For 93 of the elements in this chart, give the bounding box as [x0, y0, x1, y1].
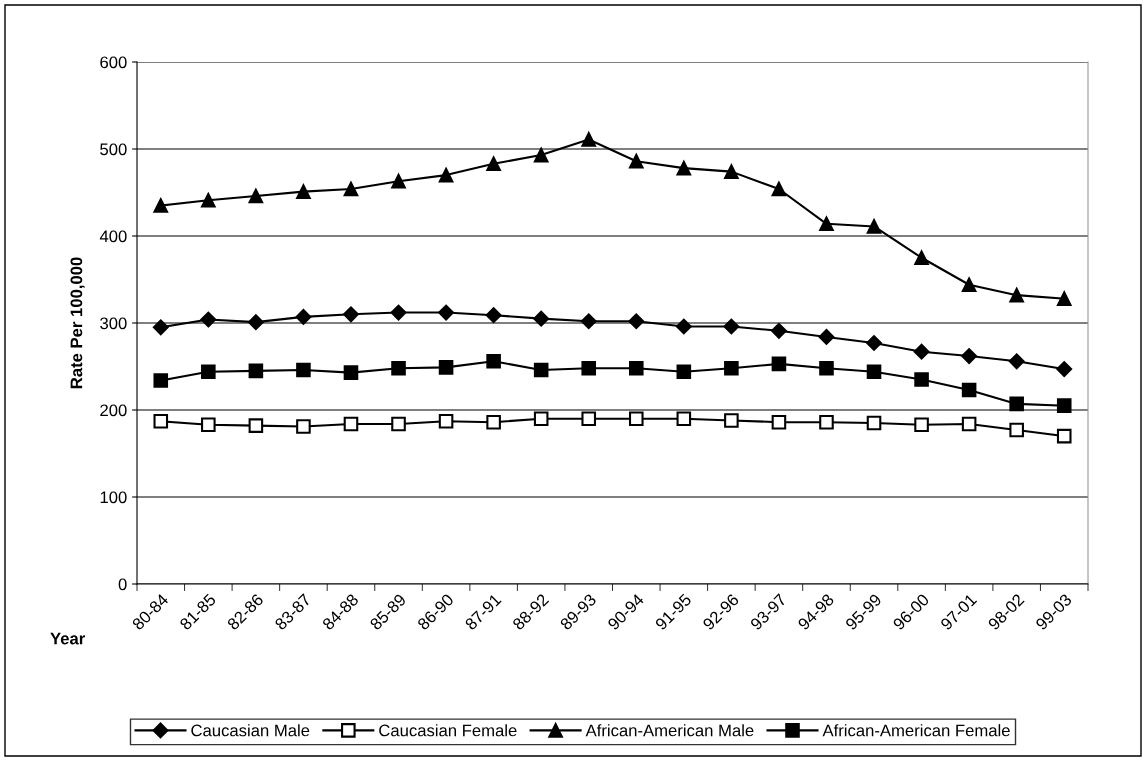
point [486, 414, 501, 430]
point [771, 322, 787, 339]
point [248, 363, 264, 379]
legend-label: African-American Female [822, 724, 1010, 737]
point [153, 414, 169, 429]
point [438, 360, 454, 375]
point [296, 184, 311, 199]
point [628, 360, 644, 376]
point [153, 198, 169, 213]
point [914, 250, 929, 266]
point [581, 132, 597, 147]
point [961, 348, 978, 364]
point [533, 147, 549, 163]
point [296, 362, 311, 378]
y-tick-label: 500 [100, 143, 127, 156]
point [961, 277, 977, 293]
point [200, 311, 217, 328]
point [866, 335, 882, 351]
y-tick-label: 400 [99, 230, 127, 243]
point [533, 411, 549, 426]
point [485, 307, 502, 324]
point [819, 414, 834, 430]
point [343, 306, 359, 323]
y-tick-label: 300 [100, 317, 127, 330]
point [675, 318, 692, 335]
point [153, 373, 169, 388]
point [248, 188, 264, 204]
point [628, 153, 644, 169]
legend-label: Caucasian Male [191, 724, 310, 737]
point [676, 411, 692, 426]
point [201, 193, 216, 208]
legend-label: African-American Male [585, 724, 754, 737]
point [771, 414, 787, 430]
point [1009, 287, 1024, 303]
point [391, 360, 406, 376]
point [486, 156, 501, 172]
point [391, 173, 406, 189]
point [343, 181, 359, 197]
point [676, 160, 692, 176]
point [676, 364, 692, 380]
point [1056, 398, 1072, 413]
point [533, 362, 549, 378]
point [486, 353, 501, 369]
point [1008, 353, 1025, 370]
point [438, 304, 454, 321]
point [771, 181, 787, 197]
point [201, 364, 216, 380]
point [581, 411, 597, 426]
point [1009, 422, 1024, 438]
point [866, 415, 882, 431]
point [819, 216, 834, 232]
point [581, 360, 597, 376]
legend-label: Caucasian Female [379, 724, 517, 737]
point [247, 314, 264, 331]
point [343, 365, 359, 380]
y-axis-title: Rate Per 100,000 [70, 257, 85, 389]
point [1056, 428, 1072, 444]
y-tick-label: 0 [118, 578, 127, 591]
point [819, 360, 834, 376]
point [866, 364, 882, 380]
point [152, 319, 169, 336]
y-tick-label: 100 [100, 491, 127, 504]
point [248, 418, 264, 433]
point [914, 372, 929, 387]
point [961, 416, 977, 432]
point [580, 313, 597, 330]
point [1056, 361, 1073, 378]
y-tick-label: 200 [100, 404, 127, 417]
point [438, 167, 454, 183]
point [913, 343, 930, 360]
point [390, 304, 407, 321]
point [1009, 396, 1024, 412]
point [438, 414, 454, 429]
point [391, 416, 406, 432]
point [866, 219, 882, 234]
point [961, 382, 977, 398]
point [818, 329, 835, 345]
point [201, 417, 216, 433]
point [1056, 291, 1072, 306]
point [343, 416, 359, 432]
y-tick-label: 600 [100, 56, 127, 69]
point [628, 411, 644, 426]
point [295, 309, 312, 325]
point [724, 164, 739, 179]
point [914, 417, 929, 433]
point [628, 313, 645, 330]
point [296, 419, 311, 434]
point [723, 318, 740, 335]
point [771, 356, 787, 372]
point [533, 310, 550, 327]
x-axis-title: Year [50, 632, 85, 645]
point [724, 360, 739, 376]
point [724, 413, 739, 428]
